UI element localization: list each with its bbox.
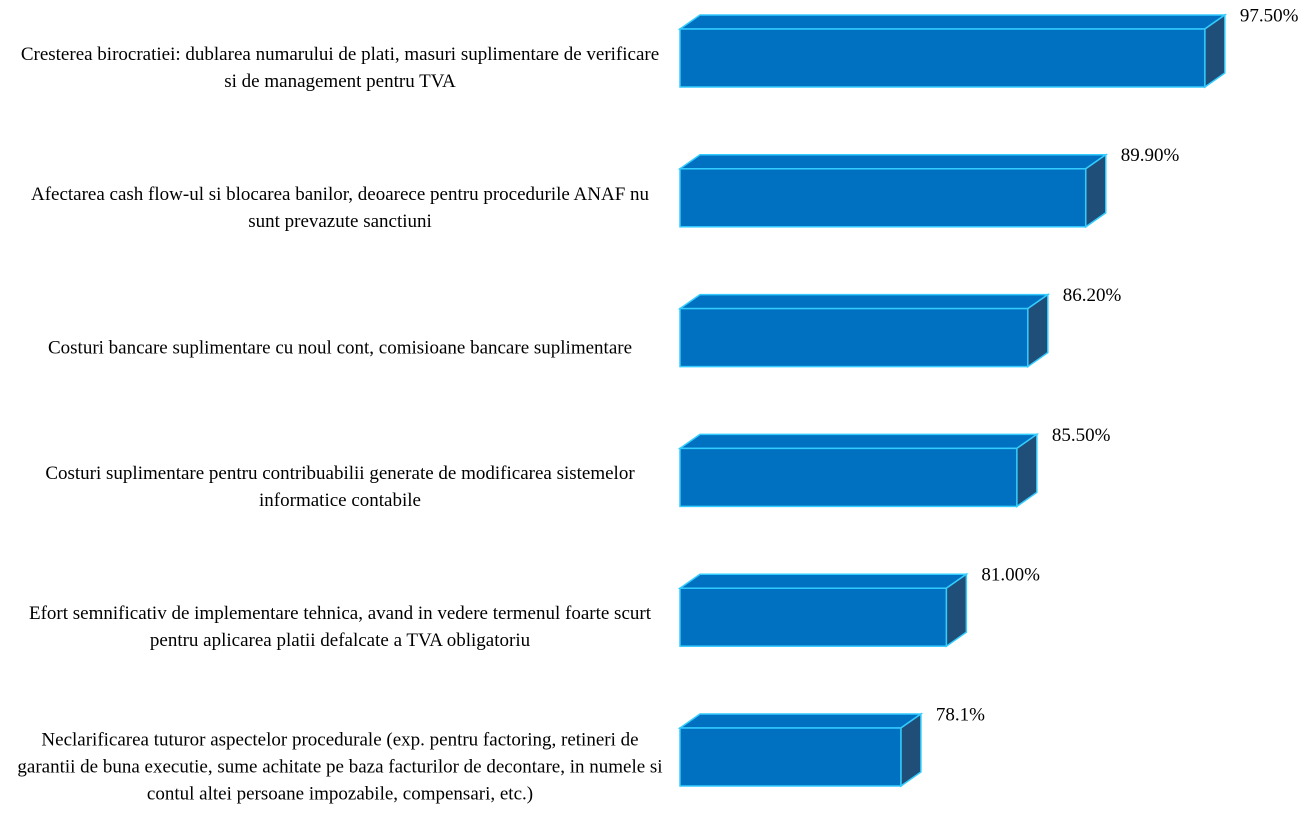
bar [679, 587, 948, 647]
bar [679, 307, 1029, 368]
bar [679, 727, 902, 787]
category-label: Costuri suplimentare pentru contribuabil… [45, 463, 635, 512]
category-label: Efort semnificativ de implementare tehni… [29, 603, 651, 652]
value-label: 86.20% [1063, 285, 1122, 306]
bar [679, 168, 1087, 228]
bar-top [677, 154, 1109, 170]
value-label: 85.50% [1052, 425, 1111, 446]
category-label: Afectarea cash flow-ul si blocarea banil… [30, 183, 650, 232]
category-label: Neclarificarea tuturor aspectelor proced… [17, 729, 663, 805]
bar [679, 28, 1206, 88]
category-label: Costuri bancare suplimentare cu noul con… [47, 337, 633, 359]
bar-top [677, 713, 924, 729]
value-label: 89.90% [1121, 145, 1180, 166]
category-label: Cresterea birocratiei: dublarea numarulu… [20, 44, 660, 92]
value-label: 81.00% [981, 565, 1040, 586]
value-label: 97.50% [1240, 5, 1299, 26]
bar-top [677, 573, 969, 589]
bar-top [677, 14, 1228, 30]
bar-top [677, 293, 1051, 310]
bar-top [677, 433, 1040, 450]
bar [679, 447, 1018, 508]
value-label: 78.1% [936, 704, 985, 725]
